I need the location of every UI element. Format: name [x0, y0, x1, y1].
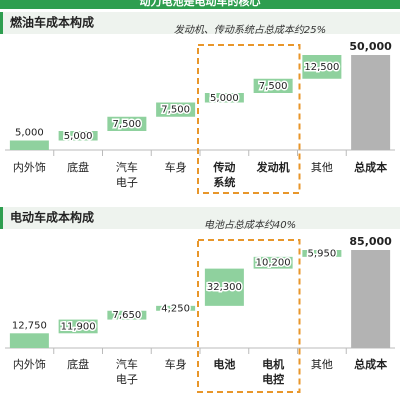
bar [9, 140, 49, 150]
x-tick-label: 其他 [311, 358, 333, 371]
bar [253, 78, 293, 93]
x-tick-label: 汽车电子 [116, 357, 138, 386]
bar [58, 319, 98, 334]
bar [9, 333, 49, 348]
x-tick-label: 电机电控 [262, 357, 284, 386]
x-tick-label: 底盘 [67, 357, 89, 371]
value-label: 5,000 [15, 128, 44, 139]
section-mark [0, 207, 3, 229]
x-tick-label: 传动系统 [212, 160, 235, 189]
x-tick-label: 底盘 [67, 160, 89, 174]
value-label: 4,250 [161, 303, 190, 314]
x-tick-label: 发动机 [256, 160, 290, 174]
bar [302, 250, 342, 257]
value-label: 12,750 [12, 320, 47, 331]
section-bg [0, 207, 400, 229]
x-tick-label: 汽车电子 [116, 160, 138, 189]
value-label: 5,000 [210, 93, 239, 104]
annotation: 发动机、传动系统占总成本约25% [174, 24, 326, 36]
value-label: 7,650 [113, 310, 142, 321]
value-label: 11,900 [61, 321, 96, 332]
value-label: 5,000 [64, 131, 93, 142]
bar [107, 310, 147, 320]
section-mark [0, 12, 3, 34]
highlight-box [197, 44, 301, 194]
bar [156, 305, 196, 311]
section-bg [0, 12, 400, 34]
x-tick-label: 内外饰 [13, 160, 46, 174]
value-label: 50,000 [349, 40, 392, 53]
section-title: 燃油车成本构成 [10, 15, 94, 30]
value-label: 12,500 [304, 62, 339, 73]
x-tick-label: 总成本 [354, 160, 387, 174]
value-label: 85,000 [349, 235, 392, 248]
header-bar [0, 0, 400, 9]
x-tick-label: 其他 [311, 161, 333, 174]
value-label: 10,200 [256, 258, 291, 269]
bar [156, 102, 196, 117]
value-label: 32,300 [207, 282, 242, 293]
x-tick-label: 总成本 [354, 357, 387, 371]
bar [253, 256, 293, 269]
x-tick-label: 内外饰 [13, 357, 46, 371]
total-bar [351, 250, 391, 348]
total-bar [351, 55, 391, 150]
bar [107, 116, 147, 131]
x-tick-label: 车身 [165, 357, 187, 371]
annotation: 电池占总成本约40% [204, 219, 296, 231]
value-label: 7,500 [113, 119, 142, 130]
bar [302, 55, 342, 79]
value-label: 7,500 [161, 105, 190, 116]
x-tick-label: 车身 [165, 160, 187, 174]
bar [204, 93, 244, 103]
bar [204, 268, 244, 306]
bar [58, 131, 98, 141]
section-title: 电动车成本构成 [10, 210, 94, 225]
value-label: 5,950 [308, 248, 337, 259]
header-title: 动力电池是电动车的核心 [140, 0, 261, 8]
value-label: 7,500 [259, 81, 288, 92]
x-tick-label: 电池 [213, 357, 235, 371]
highlight-box [197, 239, 301, 393]
